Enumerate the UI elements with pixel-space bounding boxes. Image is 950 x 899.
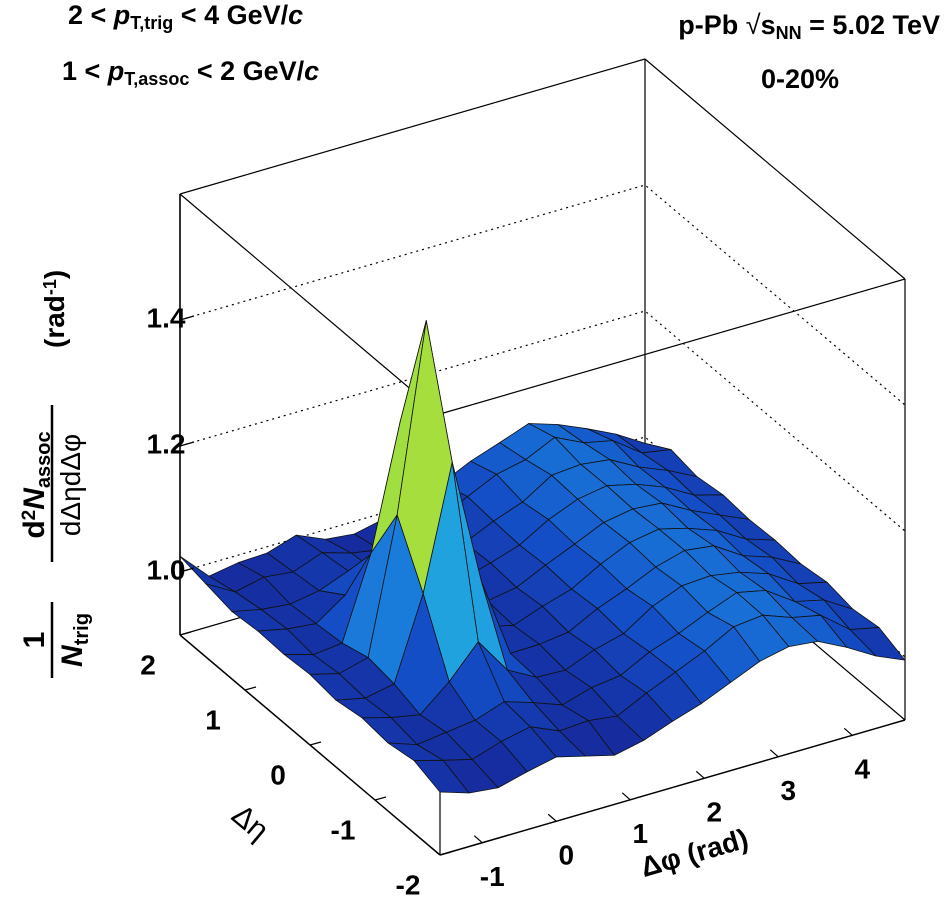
x-tick <box>547 813 557 822</box>
z-tick-label: 1.2 <box>147 428 186 459</box>
z-title-part: Ntrig <box>56 613 93 667</box>
frame-edge <box>439 278 906 415</box>
x-tick <box>621 792 631 801</box>
x-tick-label: 1 <box>632 818 648 849</box>
x-tick <box>769 749 779 758</box>
x-tick-label: 3 <box>780 775 796 806</box>
x-tick <box>473 835 483 844</box>
z-tick <box>179 567 195 573</box>
x-tick <box>695 770 705 779</box>
surface-cell <box>413 759 470 794</box>
annotation: p-Pb √sNN = 5.02 TeV <box>678 10 940 43</box>
frame-edge <box>179 193 441 415</box>
y-tick-label: -2 <box>396 869 421 899</box>
x-tick-label: 2 <box>706 797 722 828</box>
x-tick-label: -1 <box>480 861 505 892</box>
surface <box>179 320 906 794</box>
y-tick <box>439 851 452 856</box>
x-axis-title: Δφ (rad) <box>637 823 751 883</box>
annotation: 1 < pT,assoc < 2 GeV/c <box>62 56 319 89</box>
y-axis-title: Δη <box>225 798 274 847</box>
y-tick-label: 1 <box>205 704 221 735</box>
x-tick-label: 0 <box>558 840 574 871</box>
x-tick-label: 4 <box>854 754 870 785</box>
y-tick <box>374 796 387 801</box>
annotation: 0-20% <box>761 64 839 94</box>
y-tick <box>309 741 322 746</box>
z-axis-title: 1 Ntrig d2Nassoc dΔηdΔφ (rad-1) <box>18 270 93 678</box>
z-tick-label: 1.0 <box>147 554 186 585</box>
z-title-part: 1 <box>18 632 51 649</box>
y-tick <box>244 686 257 691</box>
frame-edge <box>179 58 646 195</box>
y-tick-label: 2 <box>140 649 156 680</box>
z-title-part: d2Nassoc <box>18 431 55 538</box>
z-tick <box>179 315 195 321</box>
frame-edge <box>644 58 906 280</box>
z-title-part: (rad-1) <box>39 270 70 348</box>
z-title-part: dΔηdΔφ <box>55 434 86 536</box>
z-tick <box>179 441 195 447</box>
grid-line <box>179 184 906 406</box>
x-axis <box>439 719 906 856</box>
y-tick <box>179 631 192 636</box>
y-tick-label: 0 <box>270 759 286 790</box>
annotation: 2 < pT,trig < 4 GeV/c <box>68 0 303 33</box>
x-tick <box>843 727 853 736</box>
y-tick-label: -1 <box>331 814 356 845</box>
